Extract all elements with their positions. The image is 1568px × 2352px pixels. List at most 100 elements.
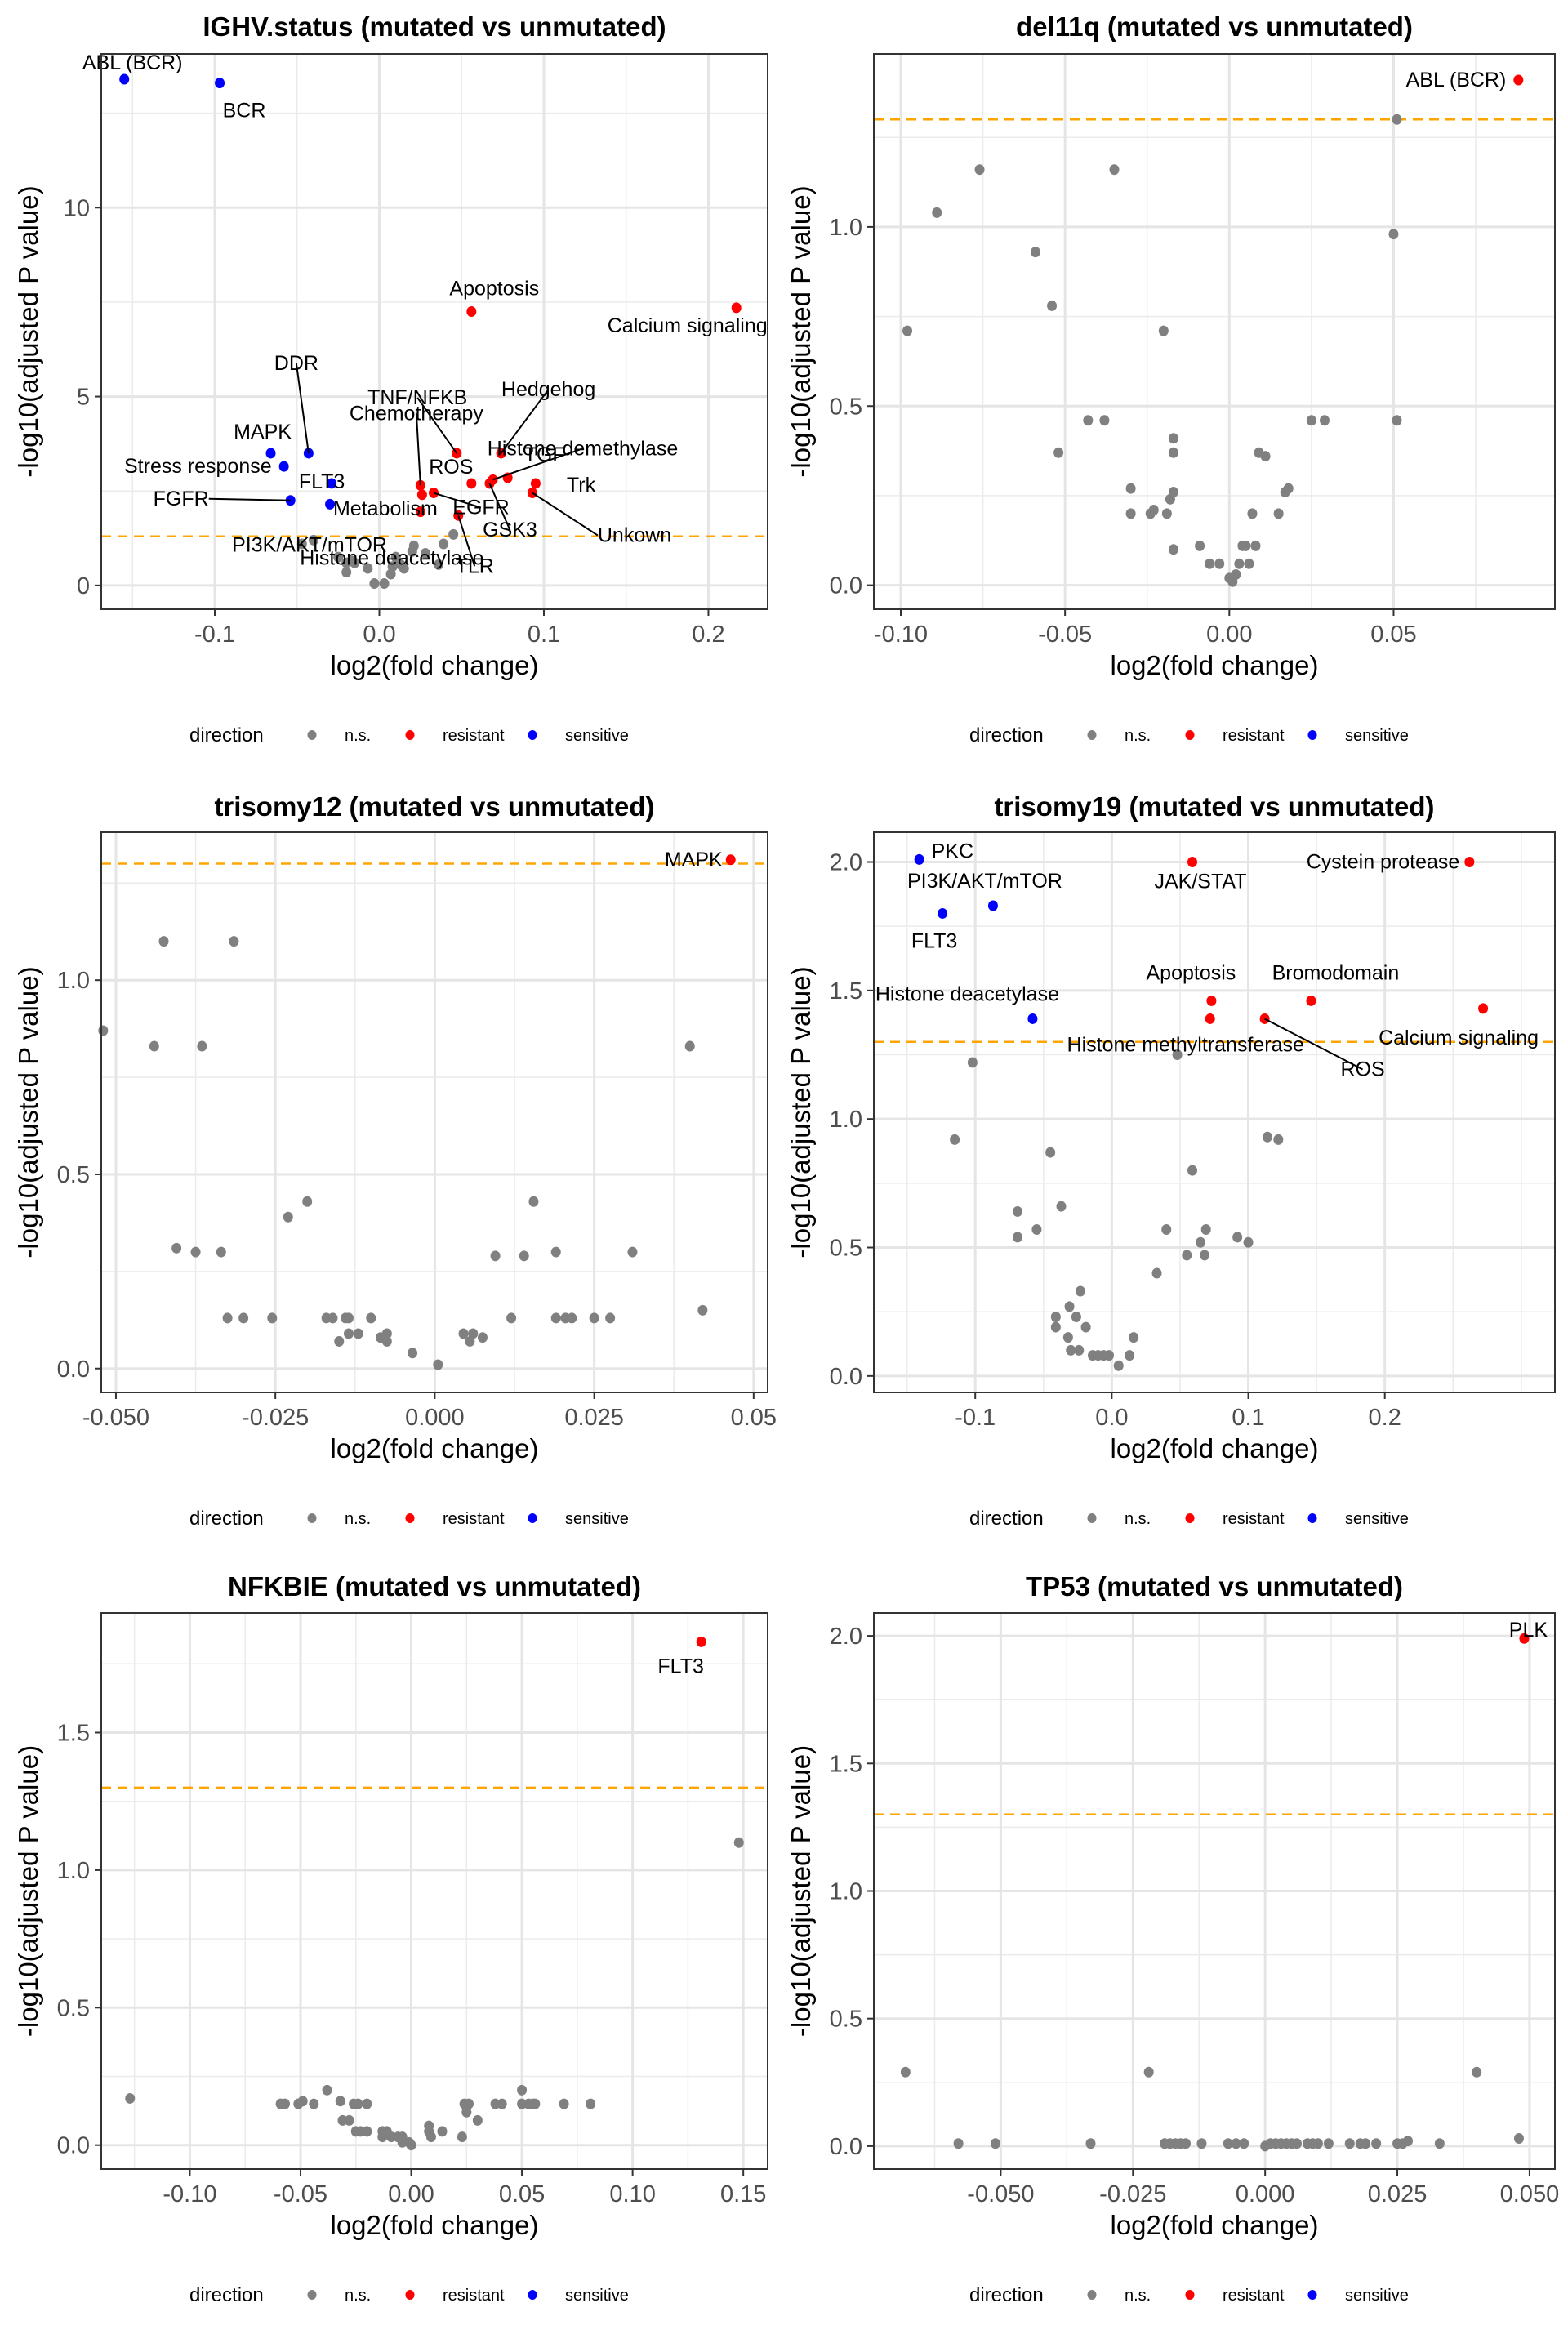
data-point-resistant bbox=[1205, 1013, 1215, 1024]
point-label: ABL (BCR) bbox=[1406, 69, 1507, 91]
legend-label: resistant bbox=[1223, 1510, 1285, 1528]
data-point-ns bbox=[1371, 2138, 1382, 2149]
data-point-ns bbox=[1196, 2138, 1207, 2149]
legend-label: n.s. bbox=[345, 2287, 371, 2305]
data-point-resistant bbox=[415, 506, 425, 518]
y-tick-label: 0 bbox=[77, 573, 90, 599]
data-point-ns bbox=[1064, 1301, 1075, 1312]
point-label: ROS bbox=[1341, 1058, 1385, 1080]
data-point-ns bbox=[379, 578, 390, 590]
data-point-resistant bbox=[466, 305, 477, 317]
volcano-panel: del11q (mutated vs unmutated) -0.10 -0.05 0… bbox=[784, 0, 1568, 784]
data-point-ns bbox=[296, 538, 307, 550]
data-point-ns bbox=[327, 1312, 338, 1324]
label-leader-line bbox=[433, 492, 482, 509]
data-point-ns bbox=[464, 2098, 474, 2109]
data-point-ns bbox=[1388, 229, 1399, 240]
data-point-ns bbox=[125, 2092, 136, 2104]
data-point-ns bbox=[1013, 1232, 1023, 1243]
data-point-ns bbox=[1319, 415, 1330, 426]
x-tick-label: -0.050 bbox=[967, 2181, 1034, 2207]
x-tick-label: -0.1 bbox=[955, 1405, 996, 1431]
legend-title: direction bbox=[189, 1508, 264, 1530]
data-point-ns bbox=[350, 557, 360, 568]
data-point-ns bbox=[362, 2126, 372, 2137]
data-point-ns bbox=[1195, 540, 1205, 551]
volcano-panel: trisomy12 (mutated vs unmutated) -0.050 -0… bbox=[0, 780, 784, 1564]
data-point-ns bbox=[1125, 508, 1136, 519]
data-point-sensitive bbox=[914, 853, 924, 865]
data-point-ns bbox=[974, 164, 985, 176]
x-tick-label: 0.00 bbox=[1206, 621, 1252, 648]
volcano-plot: TP53 (mutated vs unmutated) -0.050 -0.025 0… bbox=[786, 1571, 1559, 2306]
data-point-resistant bbox=[416, 489, 427, 501]
data-point-ns bbox=[190, 1246, 201, 1258]
x-tick-label: 0.025 bbox=[564, 1405, 624, 1431]
plot-frame bbox=[100, 53, 768, 610]
data-point-ns bbox=[420, 548, 430, 559]
y-tick-label: 0.0 bbox=[57, 2133, 90, 2159]
data-point-ns bbox=[1062, 1332, 1073, 1343]
x-axis-label: log2(fold change) bbox=[330, 2210, 538, 2240]
legend: direction n.s. resistant sensitive bbox=[969, 2284, 1409, 2306]
data-point-ns bbox=[1262, 1131, 1272, 1143]
label-leader-line bbox=[488, 483, 511, 531]
point-label: Cystein protease bbox=[1307, 851, 1460, 874]
data-point-ns bbox=[589, 1312, 599, 1324]
data-point-ns bbox=[1223, 2138, 1233, 2149]
plot-frame bbox=[873, 831, 1556, 1393]
legend-title: direction bbox=[969, 724, 1044, 746]
label-leader-line bbox=[295, 363, 310, 454]
legend: direction n.s. resistant sensitive bbox=[189, 724, 629, 746]
data-point-ns bbox=[425, 2132, 436, 2143]
label-leader-line bbox=[532, 492, 599, 537]
data-point-ns bbox=[1402, 2136, 1413, 2147]
data-point-ns bbox=[684, 1040, 695, 1052]
data-point-ns bbox=[408, 1348, 418, 1359]
plot-background bbox=[874, 832, 1555, 1392]
legend-label: resistant bbox=[443, 727, 505, 745]
data-point-ns bbox=[1045, 1147, 1056, 1158]
y-tick-label: 0.0 bbox=[830, 573, 862, 599]
legend-label: n.s. bbox=[345, 727, 371, 745]
y-axis-label: -log10(adjusted P value) bbox=[13, 1745, 43, 2037]
x-tick-label: 0.0 bbox=[363, 621, 395, 648]
data-point-ns bbox=[1104, 1350, 1115, 1361]
data-point-ns bbox=[1172, 1049, 1183, 1061]
data-point-resistant bbox=[731, 302, 742, 314]
data-point-ns bbox=[1434, 2138, 1445, 2149]
data-point-resistant bbox=[1513, 74, 1524, 86]
data-point-ns bbox=[333, 551, 344, 563]
data-point-ns bbox=[1187, 1165, 1198, 1176]
x-axis-label: log2(fold change) bbox=[1110, 650, 1318, 680]
data-point-ns bbox=[1214, 558, 1225, 569]
x-tick-label: 0.2 bbox=[1369, 1405, 1401, 1431]
point-label: Bromodomain bbox=[1272, 961, 1400, 984]
data-point-ns bbox=[399, 563, 409, 574]
legend-title: direction bbox=[189, 2284, 264, 2306]
data-point-ns bbox=[197, 1040, 207, 1052]
data-point-ns bbox=[733, 1837, 744, 1848]
data-point-ns bbox=[477, 1332, 488, 1343]
data-point-ns bbox=[308, 534, 318, 546]
data-point-ns bbox=[1152, 1267, 1162, 1279]
legend: direction n.s. resistant sensitive bbox=[969, 724, 1409, 746]
y-tick-label: 0.0 bbox=[57, 1356, 90, 1383]
plot-title: trisomy12 (mutated vs unmutated) bbox=[214, 791, 654, 822]
data-point-resistant bbox=[1206, 995, 1217, 1006]
data-point-ns bbox=[283, 1211, 293, 1223]
plot-frame bbox=[100, 1612, 768, 2170]
data-point-ns bbox=[1239, 2138, 1250, 2149]
data-point-ns bbox=[1129, 1332, 1139, 1343]
data-point-resistant bbox=[1306, 995, 1316, 1006]
x-tick-label: -0.025 bbox=[242, 1405, 309, 1431]
data-point-ns bbox=[439, 538, 449, 550]
data-point-ns bbox=[1200, 1250, 1210, 1261]
x-tick-label: 0.10 bbox=[609, 2181, 655, 2207]
data-point-ns bbox=[506, 1312, 517, 1324]
legend-key-resistant bbox=[1185, 1513, 1195, 1523]
legend-label: n.s. bbox=[1125, 727, 1151, 745]
data-point-ns bbox=[457, 2132, 467, 2143]
point-label: Calcium signaling bbox=[1379, 1027, 1539, 1049]
data-point-ns bbox=[1241, 540, 1251, 551]
